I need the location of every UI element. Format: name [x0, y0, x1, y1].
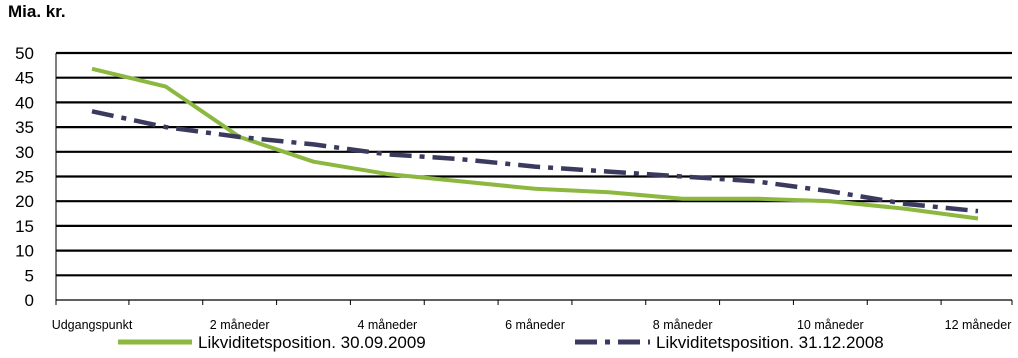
y-tick-label: 20 [15, 192, 34, 211]
series-line-1 [91, 66, 979, 221]
y-tick-label: 15 [15, 217, 34, 236]
y-tick-label: 50 [15, 44, 34, 63]
x-tick-label: 6 måneder [505, 318, 565, 332]
y-tick-label: 0 [25, 291, 34, 310]
y-tick-label: 45 [15, 69, 34, 88]
legend-label-1: Likviditetsposition. 30.09.2009 [198, 333, 426, 352]
y-tick-label: 40 [15, 93, 34, 112]
x-tick-label: 4 måneder [357, 318, 417, 332]
y-unit-label: Mia. kr. [8, 2, 66, 21]
y-tick-label: 10 [15, 242, 34, 261]
y-tick-label: 5 [25, 266, 34, 285]
x-tick-label: 10 måneder [797, 318, 864, 332]
x-tick-label: 8 måneder [653, 318, 713, 332]
x-tick-label: 12 måneder [945, 318, 1012, 332]
series-line-2 [91, 109, 979, 214]
x-tick-label: Udgangspunkt [52, 318, 133, 332]
legend-label-2: Likviditetsposition. 31.12.2008 [656, 333, 884, 352]
y-tick-label: 30 [15, 143, 34, 162]
y-tick-label: 35 [15, 118, 34, 137]
y-tick-label: 25 [15, 168, 34, 187]
x-tick-label: 2 måneder [210, 318, 270, 332]
